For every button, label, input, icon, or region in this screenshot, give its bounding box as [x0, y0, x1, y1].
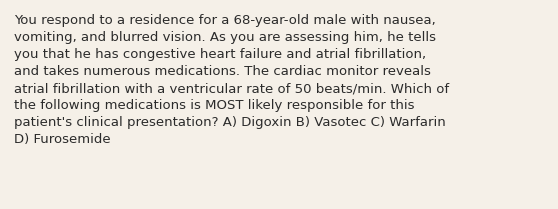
Text: You respond to a residence for a 68-year-old male with nausea,
vomiting, and blu: You respond to a residence for a 68-year… [14, 14, 449, 146]
